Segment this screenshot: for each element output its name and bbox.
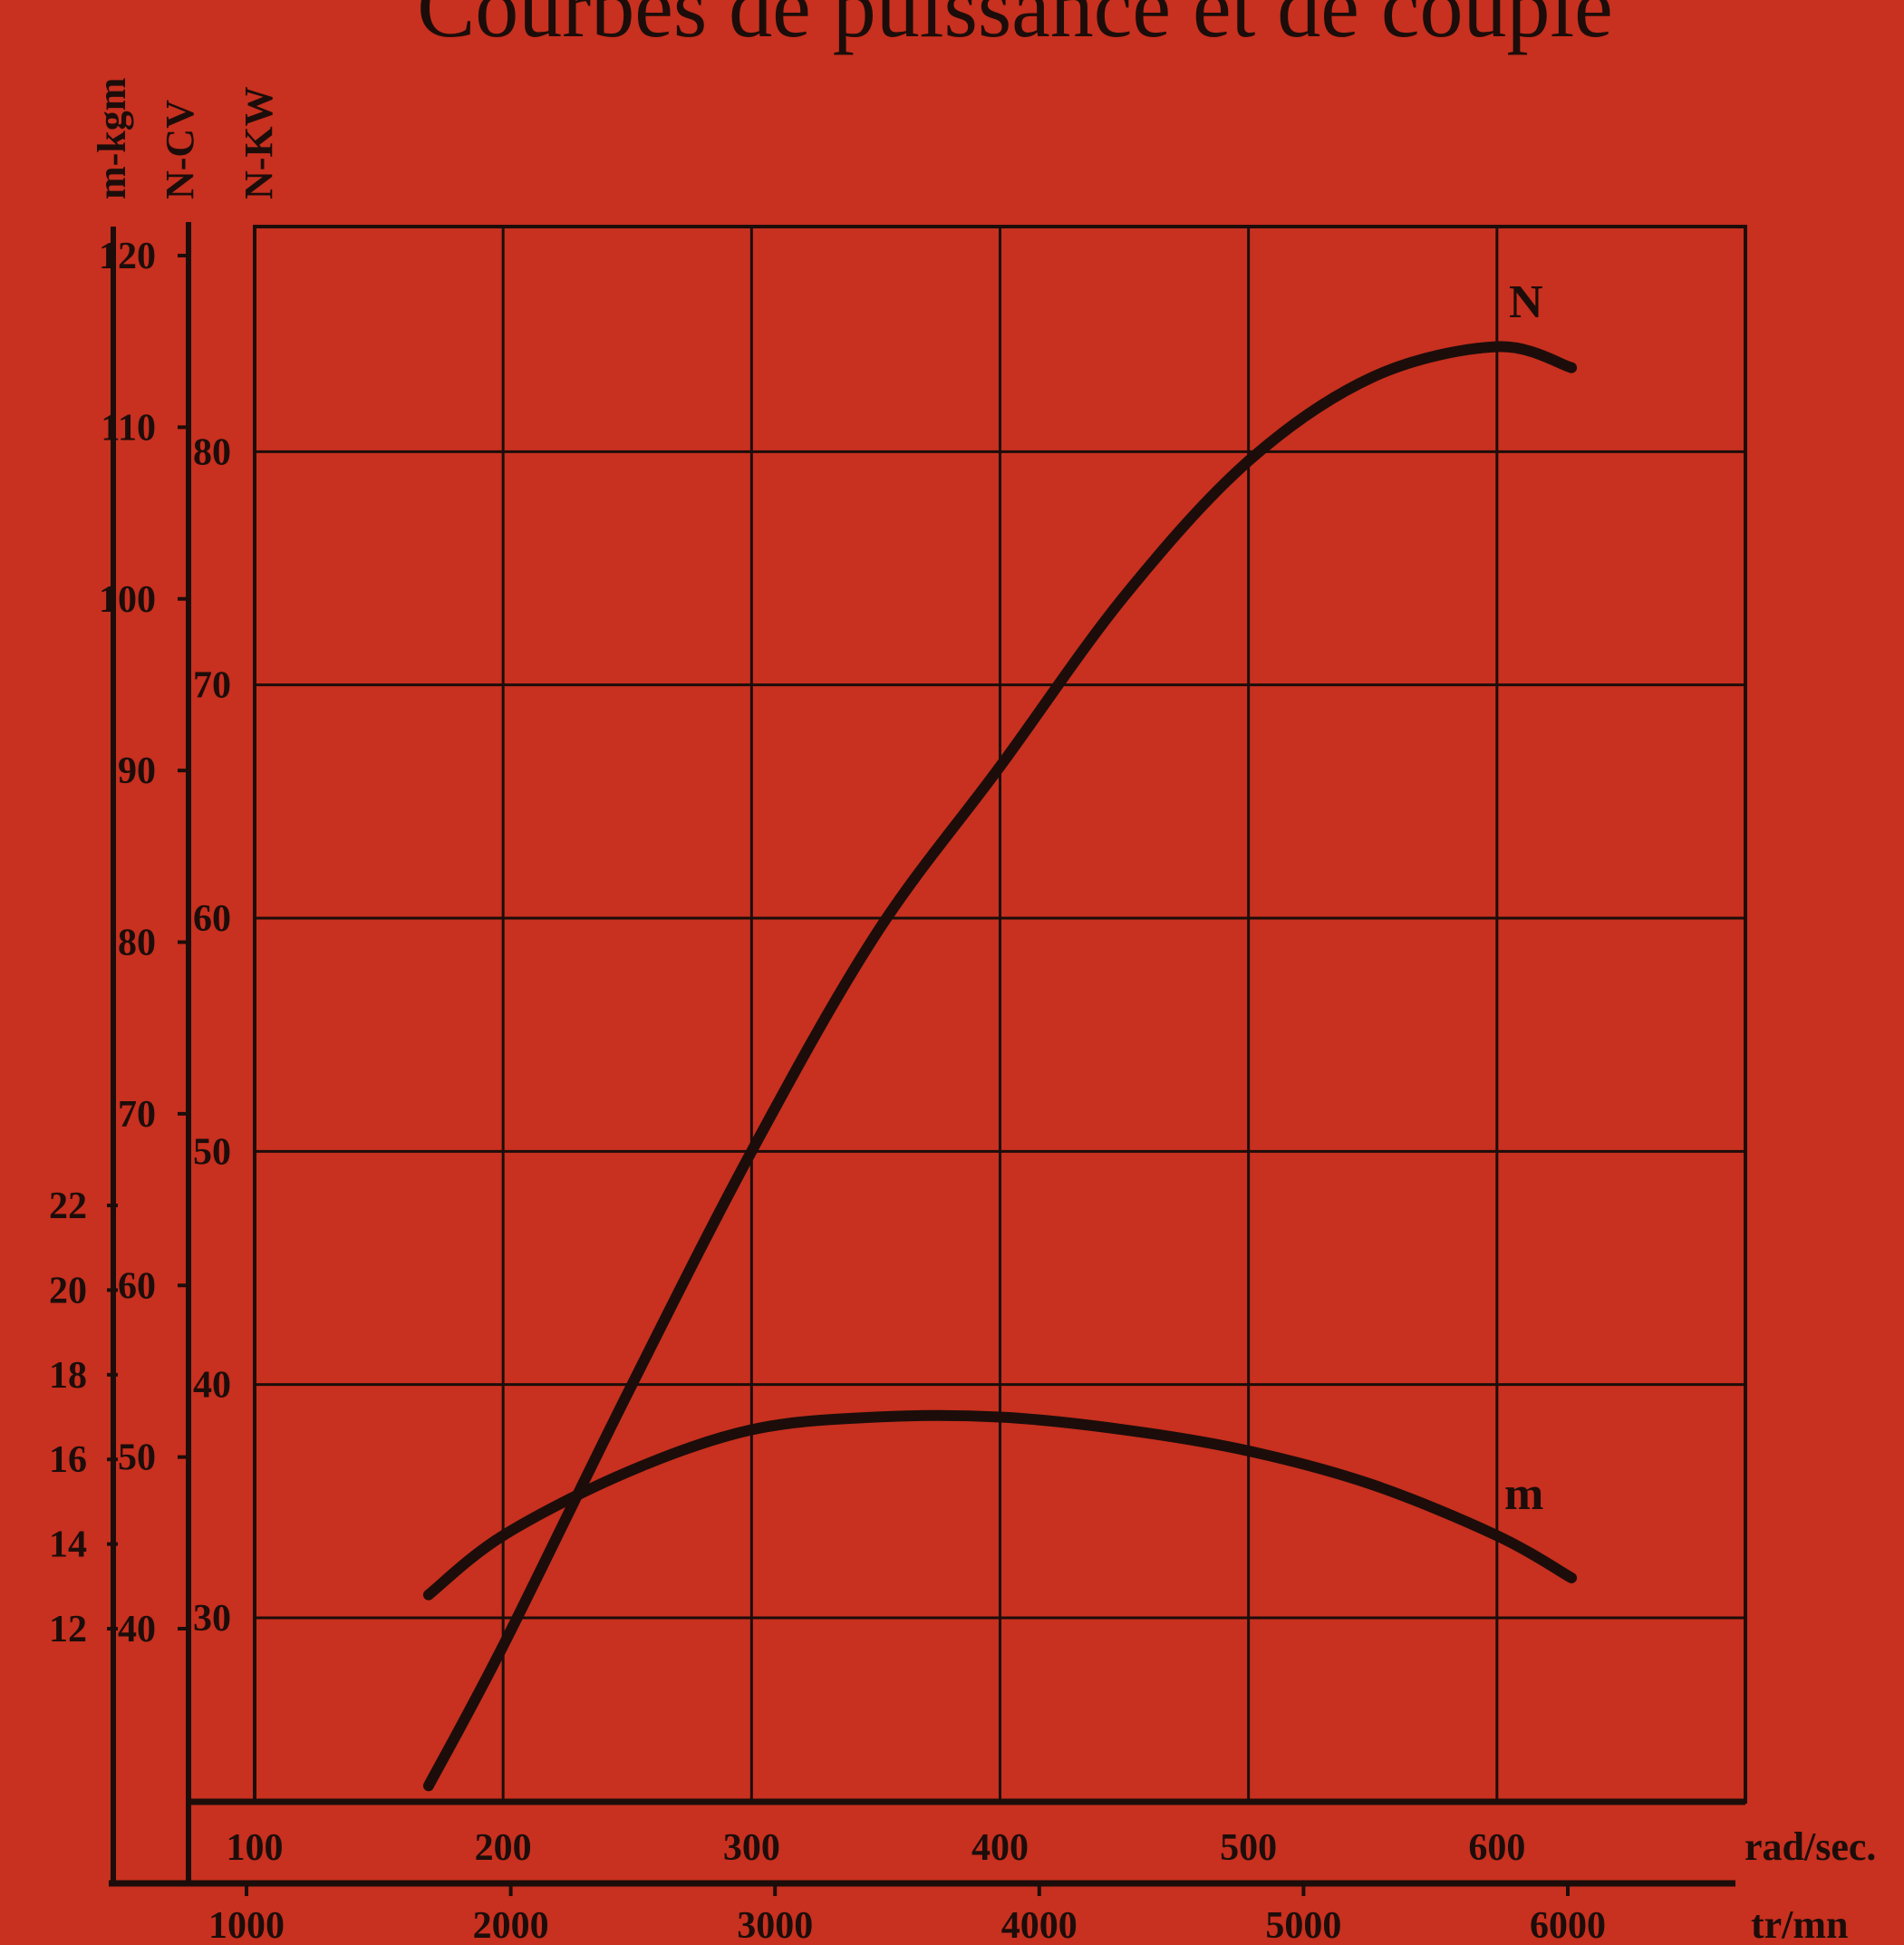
series-m-point: [1122, 1427, 1126, 1432]
series-m-point: [749, 1427, 754, 1432]
rad-tick-label: 100: [227, 1827, 284, 1869]
series-N-point: [1246, 459, 1251, 463]
kw-tick-label: 70: [193, 665, 231, 707]
series-layer: Nm: [422, 276, 1578, 1792]
rpm-tick-label: 1000: [208, 1905, 285, 1945]
cv-tick-label: 90: [118, 750, 156, 792]
series-N-label: N: [1509, 276, 1543, 328]
kgm-tick-label: 16: [49, 1439, 87, 1481]
rpm-tick-label: 2000: [473, 1905, 549, 1945]
chart-title: Courbes de puissance et de couple: [417, 0, 1613, 55]
rad-tick-label: 400: [971, 1827, 1029, 1869]
series-N-point: [1570, 365, 1574, 370]
series-m-point: [625, 1470, 630, 1475]
cv-tick-label: 40: [118, 1609, 156, 1650]
kgm-tick-label: 12: [49, 1609, 87, 1650]
kw-tick-label: 50: [193, 1131, 231, 1173]
series-m-label: m: [1504, 1468, 1543, 1520]
x-unit-rpm-label: tr/mn: [1751, 1902, 1849, 1945]
cv-tick-label: 80: [118, 923, 156, 964]
rpm-tick-label: 4000: [1001, 1905, 1078, 1945]
y-unit-label: N-CV: [158, 100, 202, 199]
series-N-point: [625, 1391, 630, 1396]
grid: [255, 227, 1745, 1802]
kw-tick-label: 40: [193, 1365, 231, 1407]
x-unit-rad-label: rad/sec.: [1745, 1824, 1876, 1869]
cv-tick-label: 60: [118, 1265, 156, 1307]
plot-frame: [109, 222, 1747, 1887]
kgm-tick-label: 22: [49, 1185, 87, 1227]
series-m-point: [1246, 1448, 1251, 1453]
rad-tick-label: 600: [1468, 1827, 1525, 1869]
series-m-point: [1570, 1575, 1574, 1580]
series-N-point: [1122, 594, 1126, 598]
cv-tick-label: 110: [101, 407, 156, 449]
kgm-tick-label: 20: [49, 1270, 87, 1311]
series-N-point: [874, 933, 878, 937]
series-N-point: [998, 764, 1002, 769]
cv-tick-label: 50: [118, 1437, 156, 1479]
rpm-tick-label: 6000: [1530, 1905, 1606, 1945]
cv-tick-label: 70: [118, 1094, 156, 1136]
rpm-tick-label: 5000: [1265, 1905, 1341, 1945]
cv-tick-label: 100: [99, 579, 156, 621]
kw-tick-label: 30: [193, 1598, 231, 1640]
series-N-point: [1370, 374, 1375, 379]
series-m-point: [501, 1534, 506, 1538]
rad-tick-label: 200: [475, 1827, 532, 1869]
y-unit-label: m-kgm: [90, 78, 134, 199]
cv-tick-label: 120: [99, 236, 156, 277]
series-m-point: [1370, 1483, 1375, 1487]
rpm-tick-label: 3000: [737, 1905, 813, 1945]
y-unit-label: N-KW: [237, 86, 281, 199]
kgm-tick-label: 18: [49, 1355, 87, 1397]
series-N-point: [426, 1784, 430, 1788]
series-N-point: [1494, 344, 1499, 349]
series-m-point: [426, 1592, 430, 1597]
series-N-point: [501, 1643, 506, 1648]
series-N-point: [749, 1149, 754, 1154]
series-m-point: [998, 1415, 1002, 1419]
rad-tick-label: 500: [1220, 1827, 1277, 1869]
kw-tick-label: 80: [193, 431, 231, 473]
rad-tick-label: 300: [723, 1827, 780, 1869]
series-m-point: [1494, 1534, 1499, 1538]
kw-tick-label: 60: [193, 898, 231, 940]
axes: 30 40 50 60 70 80 40 50 60 70 80 90 100 110 120 12 14 16 1…: [49, 78, 1876, 1945]
kgm-tick-label: 14: [49, 1524, 87, 1566]
series-m-point: [874, 1415, 878, 1419]
